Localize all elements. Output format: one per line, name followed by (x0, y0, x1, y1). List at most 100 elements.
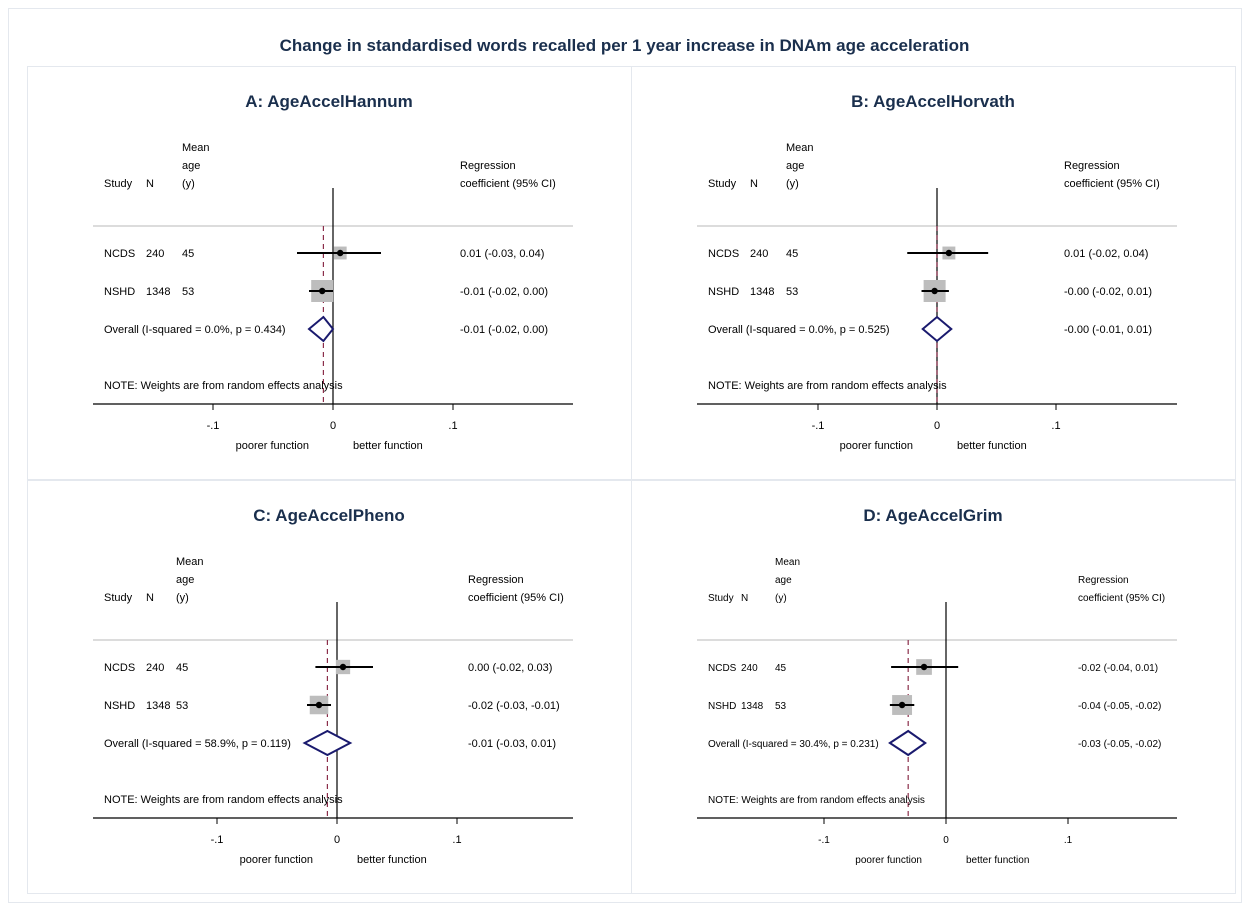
header-mean: Mean (182, 142, 210, 154)
direction-left-label: poorer function (840, 440, 913, 452)
header-coefficient: coefficient (95% CI) (1064, 178, 1160, 190)
overall-label: Overall (I-squared = 30.4%, p = 0.231) (708, 739, 879, 750)
header-study: Study (104, 178, 133, 190)
header-years: (y) (786, 178, 799, 190)
overall-coefficient: -0.01 (-0.03, 0.01) (468, 738, 556, 750)
study-name: NCDS (104, 662, 135, 674)
panel-title: A: AgeAccelHannum (245, 92, 413, 111)
header-coefficient: coefficient (95% CI) (468, 592, 564, 604)
study-coefficient: -0.01 (-0.02, 0.00) (460, 286, 548, 298)
x-tick-label: .1 (452, 834, 461, 846)
study-n: 1348 (146, 286, 170, 298)
header-study: Study (708, 593, 734, 604)
overall-coefficient: -0.03 (-0.05, -0.02) (1078, 739, 1161, 750)
study-mean-age: 45 (786, 248, 798, 260)
study-n: 240 (146, 662, 164, 674)
header-n: N (741, 593, 748, 604)
study-mean-age: 45 (182, 248, 194, 260)
note-text: NOTE: Weights are from random effects an… (104, 794, 343, 806)
header-coefficient: coefficient (95% CI) (460, 178, 556, 190)
overall-label: Overall (I-squared = 0.0%, p = 0.434) (104, 324, 286, 336)
header-regression: Regression (468, 574, 524, 586)
x-tick-label: -.1 (211, 834, 224, 846)
panel-a: A: AgeAccelHannum Mean age (y) Study N Regress… (27, 66, 632, 480)
study-coefficient: -0.04 (-0.05, -0.02) (1078, 701, 1161, 712)
header-mean: Mean (786, 142, 814, 154)
header-n: N (146, 592, 154, 604)
header-study: Study (708, 178, 737, 190)
study-mean-age: 45 (176, 662, 188, 674)
study-mean-age: 53 (786, 286, 798, 298)
point-estimate (931, 287, 938, 295)
overall-label: Overall (I-squared = 0.0%, p = 0.525) (708, 324, 890, 336)
direction-right-label: better function (966, 855, 1029, 866)
study-name: NSHD (708, 286, 739, 298)
study-name: NCDS (708, 248, 739, 260)
point-estimate (945, 249, 953, 257)
x-tick-label: 0 (934, 420, 940, 432)
header-mean: Mean (176, 556, 204, 568)
point-estimate (319, 287, 326, 295)
x-tick-label: -.1 (812, 420, 825, 432)
study-coefficient: -0.02 (-0.03, -0.01) (468, 700, 560, 712)
panel-title: D: AgeAccelGrim (863, 506, 1002, 525)
forest-plot-a: A: AgeAccelHannum Mean age (y) Study N Regress… (93, 92, 573, 452)
study-coefficient: -0.02 (-0.04, 0.01) (1078, 663, 1158, 674)
panel-b: B: AgeAccelHorvath Mean age (y) Study N Regres… (631, 66, 1236, 480)
study-n: 1348 (750, 286, 774, 298)
study-coefficient: 0.01 (-0.03, 0.04) (460, 248, 544, 260)
direction-right-label: better function (957, 440, 1027, 452)
forest-plot-d: D: AgeAccelGrim Mean age (y) Study N Regressio… (697, 506, 1177, 866)
note-text: NOTE: Weights are from random effects an… (708, 380, 947, 392)
header-regression: Regression (460, 160, 516, 172)
x-tick-label: .1 (448, 420, 457, 432)
x-tick-label: 0 (943, 835, 949, 846)
study-n: 240 (750, 248, 768, 260)
study-n: 240 (146, 248, 164, 260)
direction-left-label: poorer function (855, 855, 922, 866)
study-coefficient: -0.00 (-0.02, 0.01) (1064, 286, 1152, 298)
header-years: (y) (176, 592, 189, 604)
header-n: N (750, 178, 758, 190)
x-tick-label: .1 (1051, 420, 1060, 432)
x-tick-label: -.1 (818, 835, 830, 846)
header-regression: Regression (1064, 160, 1120, 172)
direction-right-label: better function (357, 854, 427, 866)
header-years: (y) (775, 593, 787, 604)
point-estimate (898, 701, 906, 709)
study-mean-age: 45 (775, 663, 787, 674)
note-text: NOTE: Weights are from random effects an… (708, 795, 925, 806)
point-estimate (337, 249, 344, 257)
figure-frame (8, 8, 1242, 903)
overall-label: Overall (I-squared = 58.9%, p = 0.119) (104, 738, 291, 750)
header-study: Study (104, 592, 133, 604)
direction-left-label: poorer function (236, 440, 309, 452)
panel-d: D: AgeAccelGrim Mean age (y) Study N Regressio… (631, 480, 1236, 894)
x-tick-label: -.1 (207, 420, 220, 432)
study-n: 240 (741, 663, 758, 674)
header-coefficient: coefficient (95% CI) (1078, 593, 1165, 604)
forest-plot-b: B: AgeAccelHorvath Mean age (y) Study N Regres… (697, 92, 1177, 452)
study-name: NSHD (708, 701, 736, 712)
study-name: NSHD (104, 700, 135, 712)
panel-c: C: AgeAccelPheno Mean age (y) Study N Regressi… (27, 480, 632, 894)
direction-right-label: better function (353, 440, 423, 452)
x-tick-label: 0 (330, 420, 336, 432)
x-tick-label: 0 (334, 834, 340, 846)
study-mean-age: 53 (176, 700, 188, 712)
study-n: 1348 (146, 700, 170, 712)
header-age: age (775, 575, 792, 586)
overall-diamond (888, 729, 927, 757)
header-n: N (146, 178, 154, 190)
point-estimate (339, 663, 347, 671)
study-name: NCDS (104, 248, 135, 260)
panel-title: C: AgeAccelPheno (253, 506, 404, 525)
header-age: age (176, 574, 194, 586)
overall-coefficient: -0.01 (-0.02, 0.00) (460, 324, 548, 336)
header-regression: Regression (1078, 575, 1129, 586)
header-mean: Mean (775, 557, 800, 568)
overall-diamond (302, 729, 353, 757)
study-n: 1348 (741, 701, 764, 712)
note-text: NOTE: Weights are from random effects an… (104, 380, 343, 392)
study-name: NSHD (104, 286, 135, 298)
